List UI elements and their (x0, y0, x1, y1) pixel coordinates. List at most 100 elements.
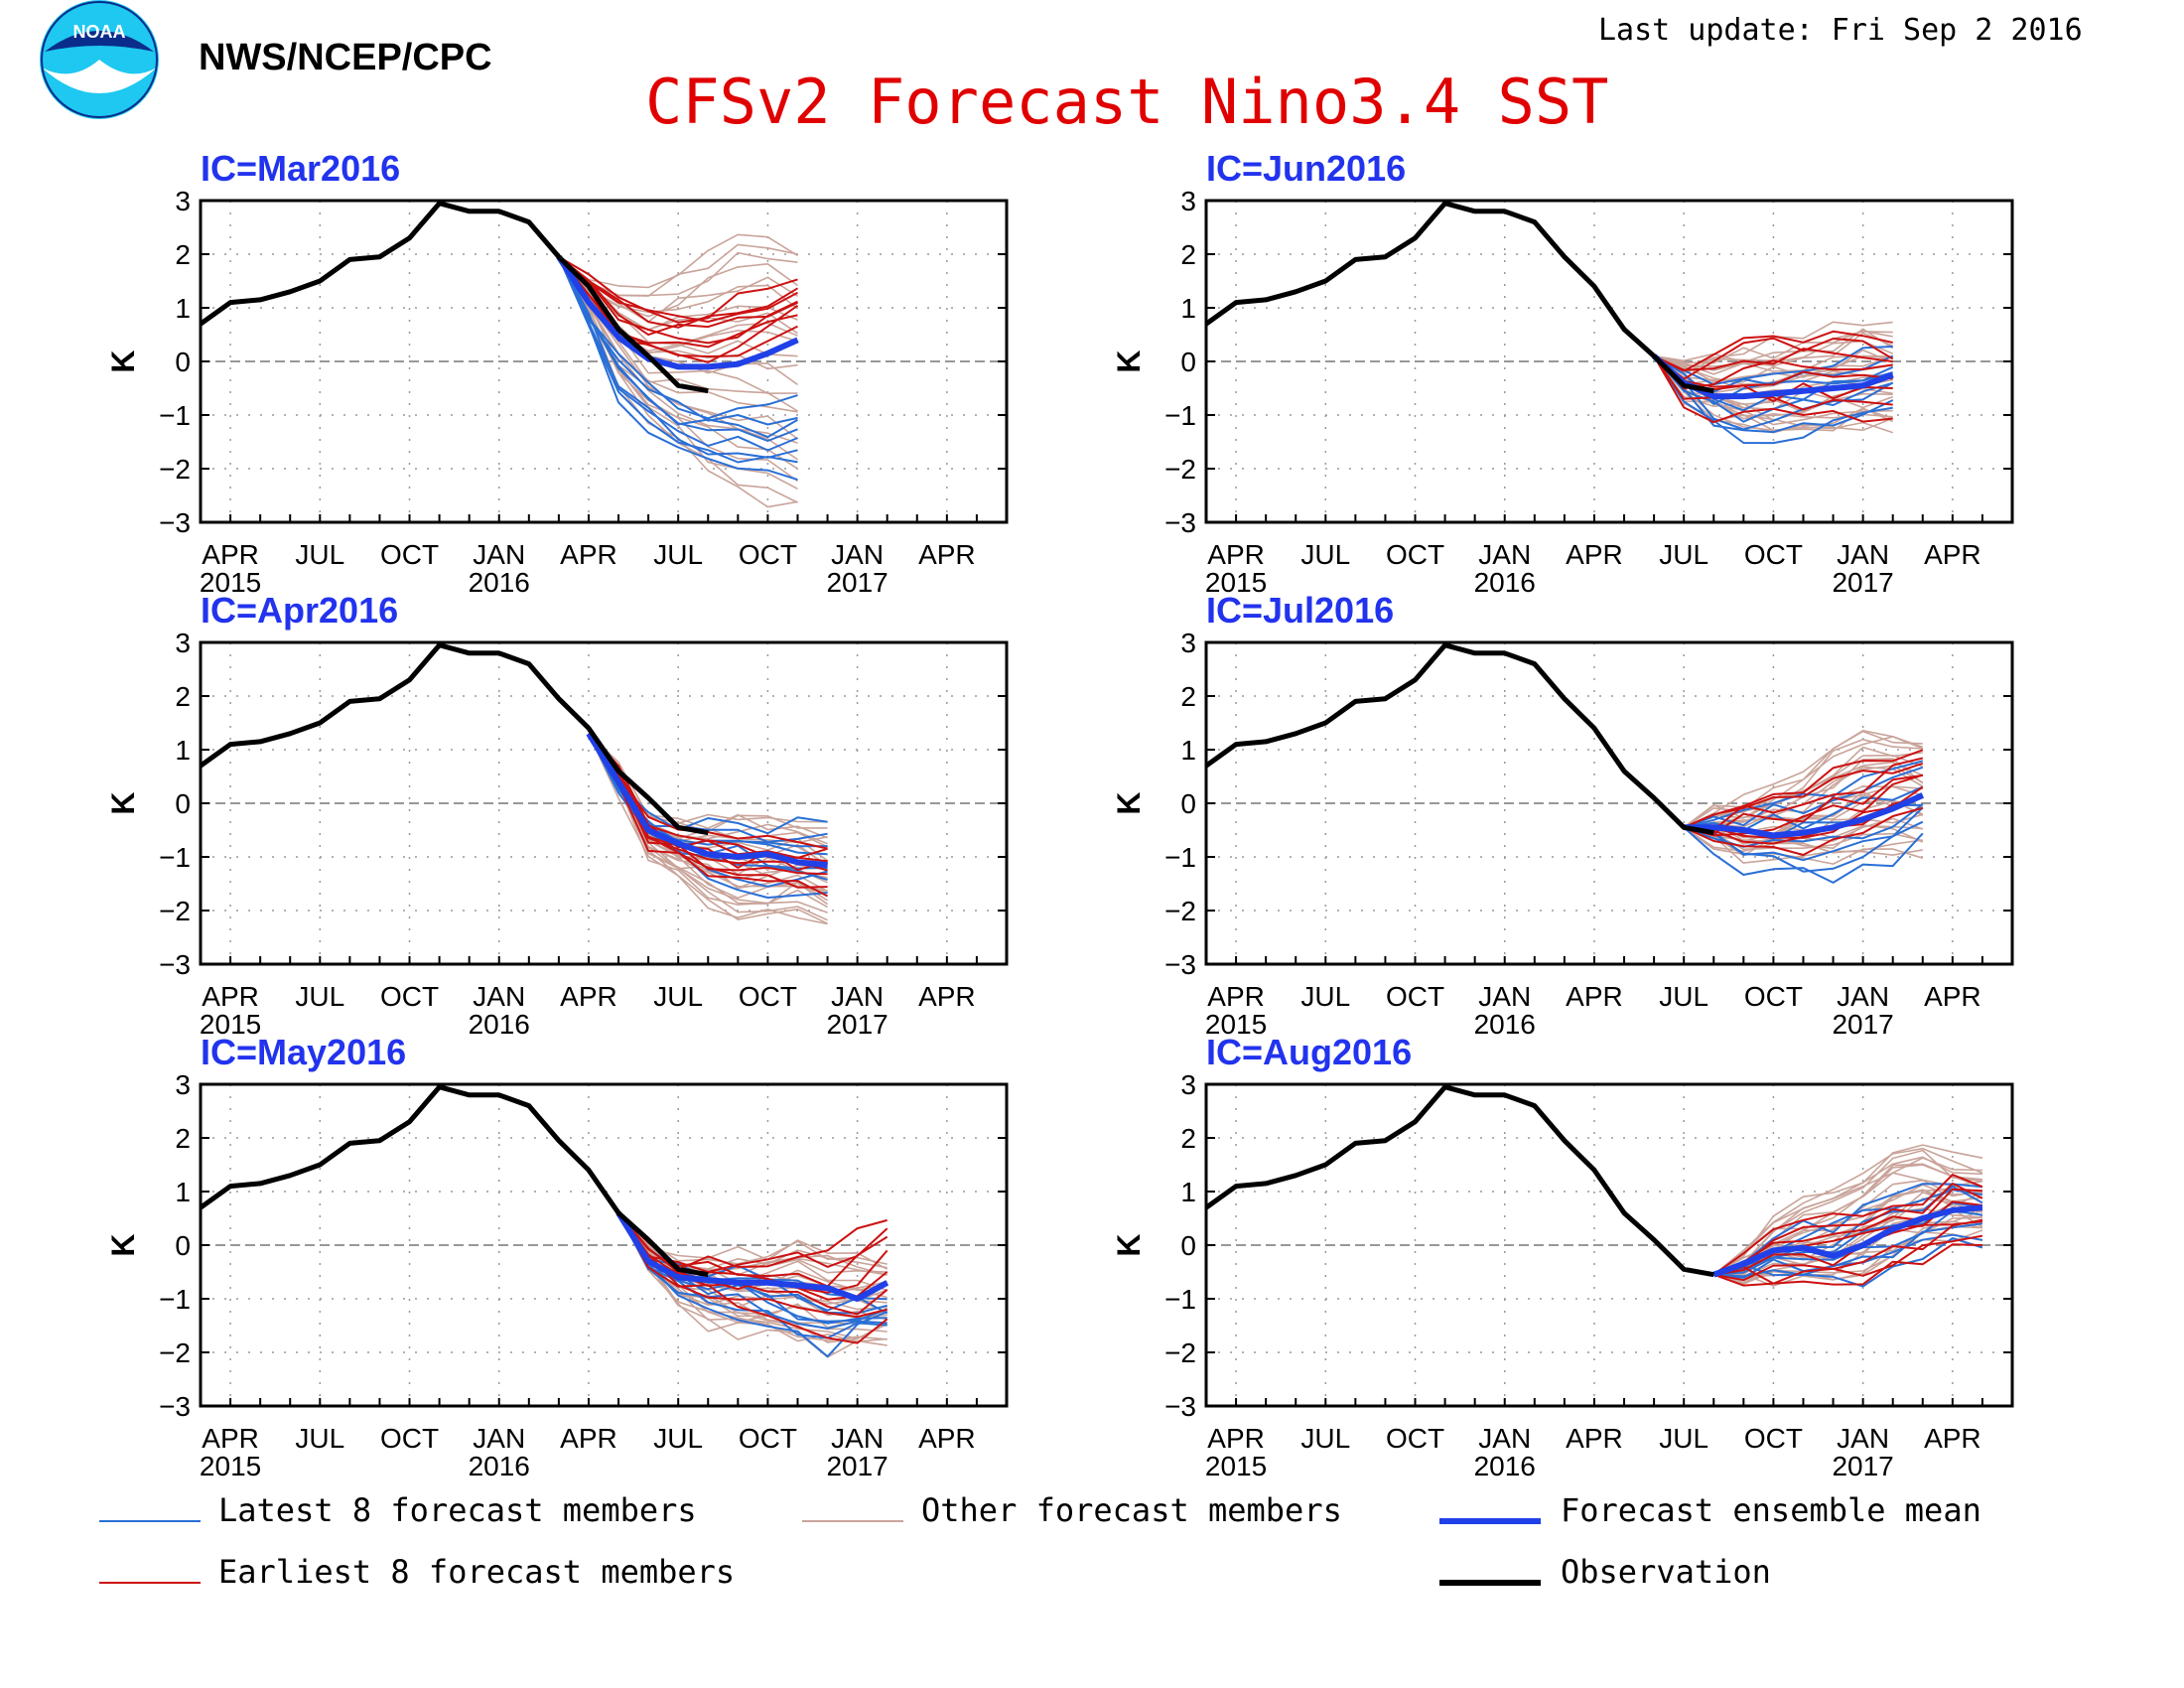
y-tick-label: −2 (159, 896, 191, 926)
member-line-latest (557, 256, 798, 426)
y-tick-label: 1 (1180, 735, 1196, 766)
y-tick-label: 1 (1180, 1177, 1196, 1207)
legend-item-earliest: Earliest 8 forecast members (99, 1553, 735, 1591)
observation-line (1206, 201, 1714, 394)
ensemble-mean-line (556, 255, 799, 370)
x-tick-label: APR (202, 1423, 259, 1454)
x-tick-year: 2017 (1832, 1009, 1893, 1040)
y-tick-label: 0 (175, 347, 191, 377)
x-tick-label: OCT (1744, 1423, 1803, 1454)
legend-label-earliest: Earliest 8 forecast members (218, 1553, 735, 1591)
x-tick-label: JUL (1300, 539, 1350, 570)
member-line-other (617, 1212, 887, 1358)
member-line-other (1712, 1156, 1982, 1276)
member-line-earliest (1712, 1243, 1982, 1287)
member-line-earliest (1713, 1218, 1983, 1282)
y-tick-label: 2 (175, 1123, 191, 1154)
observation-line (201, 642, 709, 836)
y-tick-label: 3 (1180, 628, 1196, 658)
x-tick-label: APR (1924, 1423, 1981, 1454)
x-tick-label: JAN (1837, 539, 1889, 570)
member-line-earliest (1653, 330, 1893, 372)
x-tick-label: APR (560, 981, 617, 1012)
legend-item-observation: Observation (1439, 1553, 1771, 1591)
member-line-earliest (1653, 337, 1894, 380)
x-tick-year: 2015 (200, 567, 261, 598)
y-tick-label: −3 (1164, 1391, 1196, 1422)
y-axis-label: K (1111, 1233, 1147, 1256)
x-tick-label: JUL (1659, 1423, 1708, 1454)
x-tick-label: APR (1566, 539, 1623, 570)
member-line-earliest (1713, 1234, 1983, 1285)
member-line-latest (557, 256, 798, 482)
y-tick-label: 0 (175, 1230, 191, 1261)
y-axis-label: K (105, 1233, 141, 1256)
member-line-other (1683, 738, 1923, 828)
x-tick-label: JAN (831, 981, 884, 1012)
x-tick-year: 2015 (1205, 1451, 1267, 1481)
member-line-earliest (617, 1212, 888, 1316)
y-tick-label: −2 (1164, 896, 1196, 926)
member-line-other (588, 733, 828, 914)
x-tick-label: JUL (653, 1423, 703, 1454)
y-tick-label: −2 (159, 1337, 191, 1368)
figure-title: CFSv2 Forecast Nino3.4 SST (645, 66, 1609, 138)
legend-item-other: Other forecast members (802, 1491, 1342, 1529)
x-tick-label: APR (1566, 981, 1623, 1012)
x-tick-label: APR (1566, 1423, 1623, 1454)
member-line-latest (1683, 766, 1924, 829)
x-tick-label: JUL (1659, 981, 1708, 1012)
panel-lines (201, 201, 799, 508)
member-line-latest (1683, 803, 1924, 848)
legend-label-mean: Forecast ensemble mean (1561, 1491, 1981, 1529)
x-tick-label: JAN (1837, 1423, 1889, 1454)
y-tick-label: 1 (175, 293, 191, 324)
member-line-earliest (1653, 348, 1893, 371)
x-tick-label: APR (560, 539, 617, 570)
y-tick-label: 2 (1180, 1123, 1196, 1154)
member-line-other (1653, 328, 1894, 363)
x-tick-label: JUL (295, 539, 344, 570)
x-tick-label: APR (1207, 981, 1265, 1012)
x-tick-year: 2017 (826, 1451, 887, 1481)
y-tick-label: −1 (1164, 842, 1196, 873)
y-tick-label: −3 (1164, 507, 1196, 538)
member-line-earliest (1653, 355, 1893, 411)
member-line-other (1683, 826, 1924, 865)
x-tick-year: 2016 (469, 1009, 530, 1040)
y-tick-label: −2 (1164, 454, 1196, 485)
member-line-earliest (558, 255, 799, 329)
y-tick-label: 2 (1180, 239, 1196, 270)
y-tick-label: 0 (1180, 1230, 1196, 1261)
x-tick-label: OCT (739, 539, 797, 570)
x-tick-label: OCT (1744, 981, 1803, 1012)
legend-label-other: Other forecast members (921, 1491, 1342, 1529)
member-line-other (1683, 729, 1924, 829)
x-tick-year: 2016 (1474, 1009, 1536, 1040)
member-line-latest (1684, 806, 1924, 862)
legend-label-observation: Observation (1561, 1553, 1771, 1591)
y-tick-label: 2 (175, 239, 191, 270)
x-tick-year: 2015 (1205, 1009, 1267, 1040)
member-line-other (1684, 766, 1924, 829)
member-line-earliest (1684, 757, 1924, 831)
x-tick-label: JAN (1478, 1423, 1531, 1454)
x-tick-label: JUL (295, 981, 344, 1012)
x-tick-label: APR (918, 539, 976, 570)
y-tick-label: −1 (159, 842, 191, 873)
panel-ic-label: IC=Apr2016 (201, 590, 398, 631)
y-axis-label: K (1111, 350, 1147, 372)
x-tick-label: OCT (739, 1423, 797, 1454)
panel-lines (201, 642, 829, 925)
member-line-other (558, 256, 798, 314)
x-tick-label: JAN (1478, 981, 1531, 1012)
x-tick-label: JAN (1478, 539, 1531, 570)
panel-lines (1206, 642, 1925, 884)
panel-lines (1206, 201, 1894, 445)
member-line-earliest (558, 256, 798, 349)
org-label: NWS/NCEP/CPC (199, 37, 492, 78)
panel-lines (201, 1084, 889, 1358)
